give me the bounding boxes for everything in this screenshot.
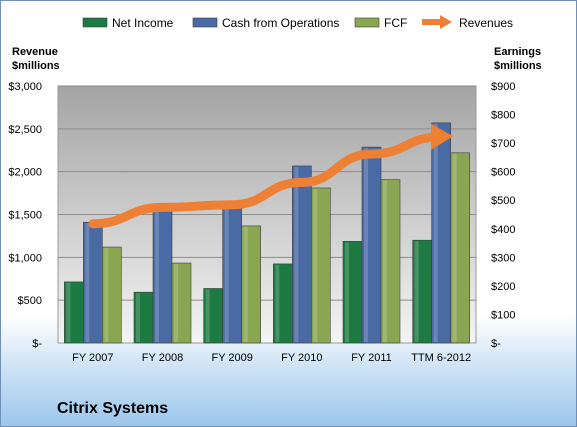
left-axis-title-line1: Revenue [12, 46, 58, 58]
bar-highlight [433, 123, 438, 342]
right-tick-label: $300 [491, 252, 515, 264]
bar-highlight [66, 282, 71, 342]
bar-highlight [275, 264, 280, 342]
bar-fcf [171, 262, 192, 344]
bars [64, 122, 470, 344]
bar-fcf [380, 179, 401, 344]
right-tick-label: $- [491, 338, 501, 350]
left-tick-label: $- [32, 338, 42, 350]
right-tick-label: $900 [491, 81, 515, 93]
axes: $- $500 $1,000 $1,500 $2,000 $2,500 $3,000 $- $1… [8, 81, 515, 364]
right-tick-label: $800 [491, 110, 515, 122]
legend-swatch [82, 17, 108, 28]
legend-swatch [354, 17, 380, 28]
revenue-arrowhead [431, 123, 454, 150]
x-tick-label: FY 2007 [72, 352, 113, 364]
legend: Net Income Cash from Operations FCF Revenue… [82, 15, 513, 30]
legend-swatch [192, 17, 218, 28]
bar-highlight [205, 289, 210, 342]
bar-fcf [241, 225, 261, 344]
bar-highlight [313, 188, 318, 342]
bar-highlight [104, 248, 109, 342]
bar-fcf [102, 246, 122, 344]
bar-fcf [450, 152, 470, 344]
x-tick-label: TTM 6-2012 [411, 352, 471, 364]
bar-highlight [294, 166, 299, 342]
left-tick-label: $500 [18, 295, 42, 307]
bar-highlight [136, 293, 140, 342]
right-tick-label: $600 [491, 167, 515, 179]
bar-highlight [85, 223, 90, 342]
gridlines [58, 85, 476, 301]
bar-highlight [243, 226, 248, 342]
left-tick-label: $2,000 [8, 167, 42, 179]
bar-highlight [155, 210, 159, 342]
right-axis-title-line1: Earnings [494, 46, 541, 58]
right-tick-label: $500 [491, 195, 515, 207]
legend-label: FCF [384, 16, 407, 30]
left-tick-label: $3,000 [8, 81, 42, 93]
left-tick-label: $1,500 [8, 210, 42, 222]
left-axis-title-line2: $millions [12, 60, 60, 72]
bar-highlight [224, 204, 229, 342]
x-tick-label: FY 2009 [211, 352, 252, 364]
right-tick-label: $200 [491, 281, 515, 293]
bar-highlight [364, 148, 368, 342]
bar-highlight [345, 242, 349, 342]
company-name: Citrix Systems [57, 400, 168, 417]
x-tick-label: FY 2008 [142, 352, 183, 364]
bar-highlight [174, 264, 178, 342]
x-tick-label: FY 2010 [281, 352, 322, 364]
x-tick-label: FY 2011 [351, 352, 392, 364]
right-tick-label: $100 [491, 309, 515, 321]
bar-highlight [414, 241, 419, 342]
revenue-line [88, 123, 454, 229]
right-axis-title-line2: $millions [494, 60, 542, 72]
legend-swatch-arrow [440, 15, 452, 29]
bar-fcf [311, 187, 331, 344]
left-tick-label: $2,500 [8, 124, 42, 136]
bar-highlight [383, 180, 387, 342]
bar-highlight [452, 153, 457, 342]
left-tick-label: $1,000 [8, 252, 42, 264]
right-tick-label: $700 [491, 138, 515, 150]
legend-label: Revenues [459, 16, 513, 30]
legend-label: Net Income [112, 16, 174, 30]
legend-label: Cash from Operations [222, 16, 339, 30]
right-tick-label: $400 [491, 224, 515, 236]
revenue-path [88, 132, 446, 229]
